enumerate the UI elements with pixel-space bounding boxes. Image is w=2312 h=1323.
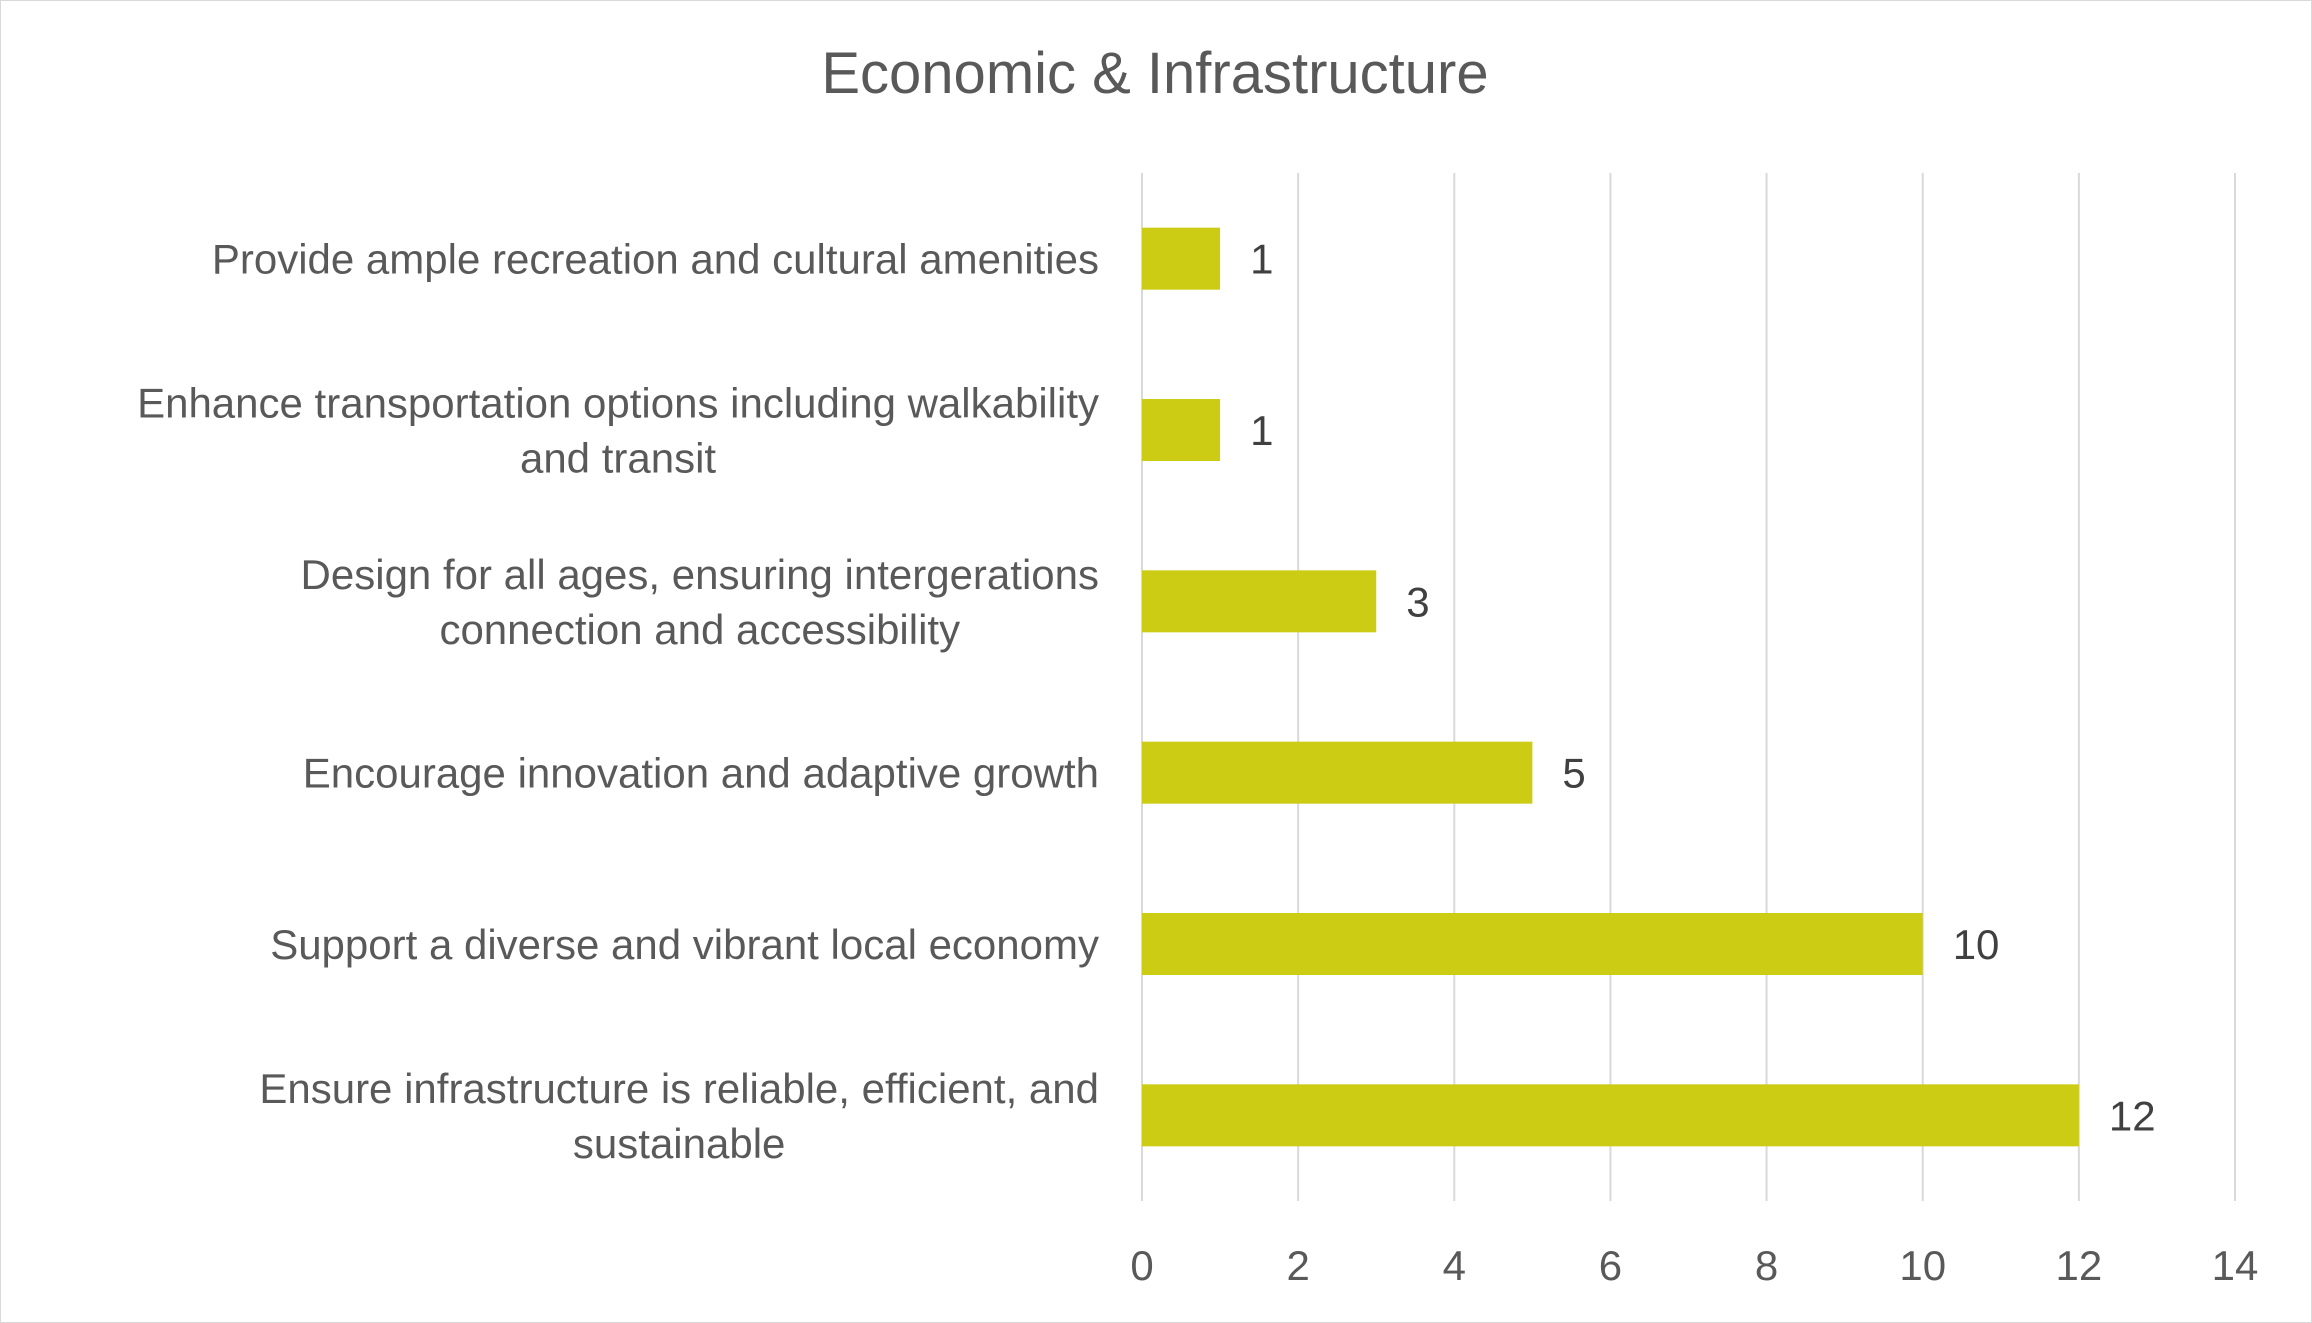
category-label-2: Enhance transportation options including… [137, 380, 1099, 482]
category-label-3: Design for all ages, ensuring intergerat… [301, 551, 1099, 653]
category-label-1: Provide ample recreation and cultural am… [212, 236, 1099, 283]
bar-5 [1142, 913, 1923, 975]
x-tick-label-12: 12 [2055, 1242, 2102, 1289]
category-label-3-line-2: connection and accessibility [439, 606, 960, 653]
category-label-4-line-1: Encourage innovation and adaptive growth [303, 750, 1099, 797]
value-labels: 1 1 3 5 10 12 [1250, 236, 2156, 1140]
category-label-2-line-2: and transit [520, 435, 716, 482]
data-label-5: 10 [1953, 921, 2000, 968]
x-tick-label-4: 4 [1443, 1242, 1466, 1289]
category-label-6-line-2: sustainable [573, 1120, 785, 1167]
bar-2 [1142, 399, 1221, 461]
x-tick-label-6: 6 [1599, 1242, 1622, 1289]
bars [1142, 227, 2079, 1147]
gridlines [1141, 173, 2236, 1201]
category-label-2-line-1: Enhance transportation options including… [137, 380, 1099, 427]
x-tick-label-0: 0 [1130, 1242, 1153, 1289]
data-label-6: 12 [2109, 1092, 2156, 1139]
category-label-4: Encourage innovation and adaptive growth [303, 750, 1099, 797]
data-label-1: 1 [1250, 236, 1273, 283]
category-labels: Provide ample recreation and cultural am… [137, 236, 1099, 1167]
category-label-5-line-1: Support a diverse and vibrant local econ… [270, 921, 1099, 968]
x-tick-label-2: 2 [1286, 1242, 1309, 1289]
category-label-6: Ensure infrastructure is reliable, effic… [259, 1065, 1099, 1167]
x-axis-tick-labels: 0 2 4 6 8 10 12 14 [1130, 1242, 2258, 1289]
category-label-3-line-1: Design for all ages, ensuring intergerat… [301, 551, 1099, 598]
bar-3 [1142, 570, 1377, 633]
data-label-3: 3 [1406, 578, 1429, 625]
bar-6 [1142, 1084, 2079, 1147]
category-label-5: Support a diverse and vibrant local econ… [270, 921, 1099, 968]
data-label-2: 1 [1250, 407, 1273, 454]
category-label-6-line-1: Ensure infrastructure is reliable, effic… [259, 1065, 1099, 1112]
chart-title: Economic & Infrastructure [821, 41, 1488, 106]
data-label-4: 5 [1562, 750, 1585, 797]
x-tick-label-10: 10 [1899, 1242, 1946, 1289]
bar-1 [1142, 227, 1221, 290]
bar-4 [1142, 741, 1533, 804]
x-tick-label-8: 8 [1755, 1242, 1778, 1289]
x-tick-label-14: 14 [2212, 1242, 2259, 1289]
category-label-1-line-1: Provide ample recreation and cultural am… [212, 236, 1099, 283]
